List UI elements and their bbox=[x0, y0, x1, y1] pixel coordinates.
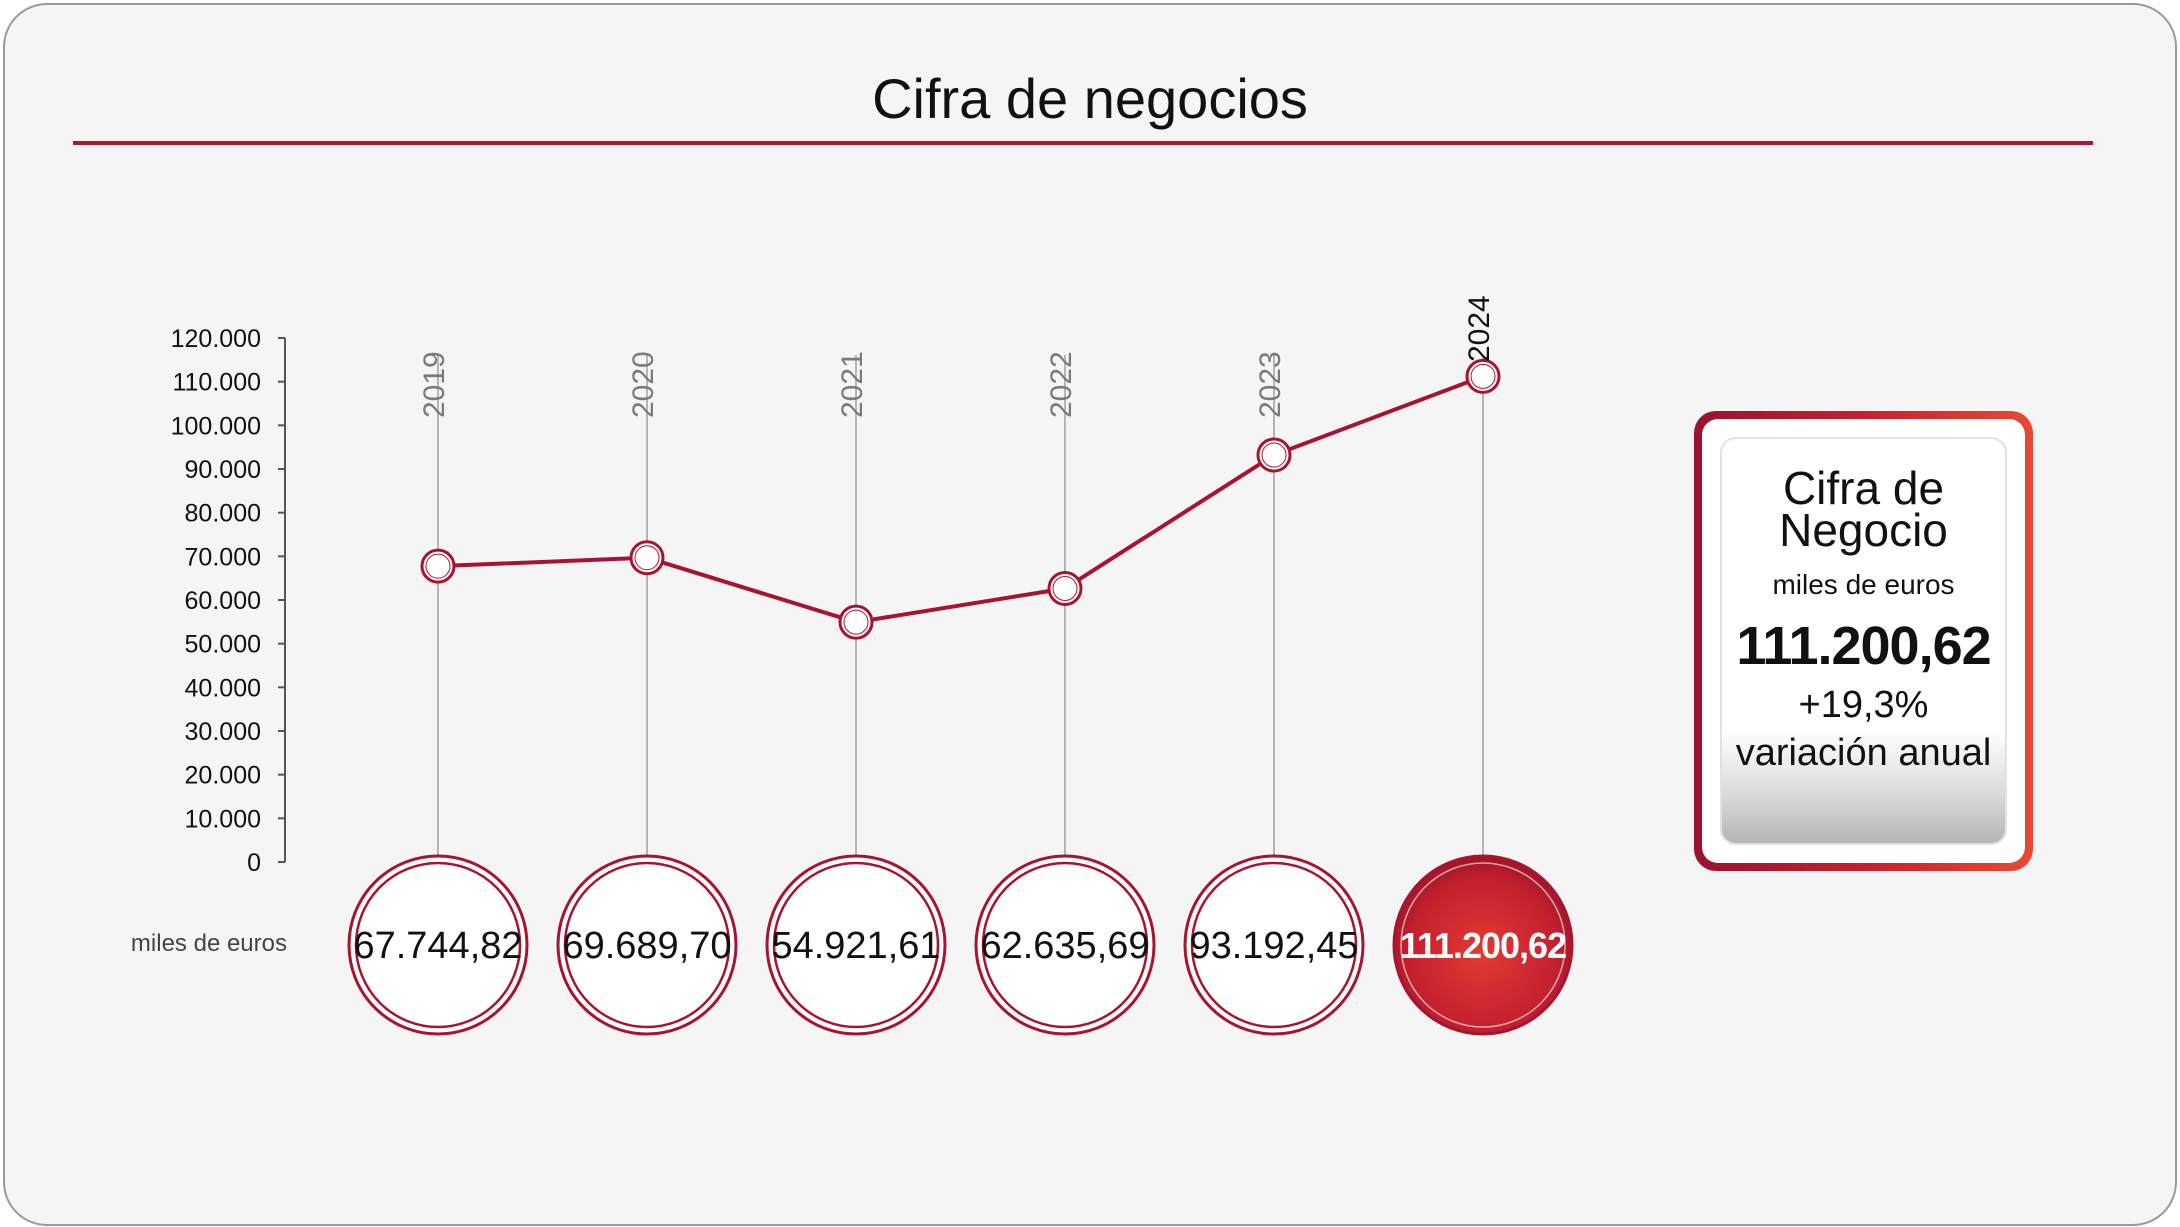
value-bubble-ring bbox=[981, 861, 1149, 1029]
y-tick-label: 10.000 bbox=[185, 805, 261, 833]
value-bubble bbox=[1183, 854, 1365, 1036]
x-category-label: 2020 bbox=[627, 351, 660, 418]
title-underline bbox=[73, 141, 2093, 145]
y-tick-label: 40.000 bbox=[185, 674, 261, 702]
y-tick-label: 30.000 bbox=[185, 718, 261, 746]
page-title: Cifra de negocios bbox=[872, 67, 1308, 130]
y-tick-label: 100.000 bbox=[171, 412, 261, 440]
data-value-label: 69.689,70 bbox=[562, 925, 731, 967]
data-value-label: 67.744,82 bbox=[353, 925, 522, 967]
data-point-marker-inner bbox=[843, 609, 869, 635]
kpi-variation-label: variación anual bbox=[1735, 732, 1992, 774]
value-bubble bbox=[974, 854, 1156, 1036]
y-tick-label: 90.000 bbox=[185, 456, 261, 484]
kpi-title-line2: Negocio bbox=[1779, 504, 1948, 556]
kpi-variation: +19,3% bbox=[1798, 684, 1929, 726]
x-category-label: 2021 bbox=[836, 351, 869, 418]
series-line bbox=[437, 374, 1484, 625]
x-category-label: 2022 bbox=[1045, 351, 1078, 418]
y-tick-label: 120.000 bbox=[171, 325, 261, 353]
value-bubble-ring bbox=[1190, 861, 1358, 1029]
value-bubble bbox=[347, 854, 529, 1036]
data-value-label: 93.192,45 bbox=[1189, 925, 1358, 967]
y-tick-label: 80.000 bbox=[185, 500, 261, 528]
unit-label: miles de euros bbox=[131, 930, 287, 957]
value-bubble bbox=[1392, 854, 1574, 1036]
y-tick-label: 110.000 bbox=[172, 369, 261, 397]
y-tick-label: 50.000 bbox=[185, 631, 261, 659]
data-point-marker-inner bbox=[425, 553, 451, 579]
data-point-marker-inner bbox=[1052, 575, 1078, 601]
y-tick-label: 70.000 bbox=[185, 543, 261, 571]
data-value-label: 111.200,62 bbox=[1400, 925, 1566, 966]
y-tick-label: 0 bbox=[247, 849, 261, 877]
value-bubble-ring bbox=[1400, 862, 1566, 1028]
x-category-label: 2024 bbox=[1463, 295, 1496, 362]
value-bubble bbox=[765, 854, 947, 1036]
value-bubble-ring bbox=[354, 861, 522, 1029]
y-tick-label: 20.000 bbox=[185, 762, 261, 790]
data-point-marker-inner bbox=[1261, 442, 1287, 468]
kpi-card: Cifra de Negocio miles de euros 111.200,… bbox=[1694, 411, 2033, 871]
data-point-marker-inner bbox=[634, 545, 660, 571]
value-bubble-ring bbox=[772, 861, 940, 1029]
value-bubble-ring bbox=[563, 861, 731, 1029]
data-value-label: 62.635,69 bbox=[980, 925, 1149, 967]
kpi-card-inner: Cifra de Negocio miles de euros 111.200,… bbox=[1720, 437, 2007, 845]
data-point-marker-inner bbox=[1470, 363, 1496, 389]
x-category-label: 2019 bbox=[418, 351, 451, 418]
kpi-title-line1: Cifra de bbox=[1782, 462, 1945, 514]
value-bubble bbox=[556, 854, 738, 1036]
x-category-label: 2023 bbox=[1254, 351, 1287, 418]
data-value-label: 54.921,61 bbox=[771, 925, 940, 967]
y-tick-label: 60.000 bbox=[185, 587, 261, 615]
kpi-unit: miles de euros bbox=[1772, 569, 1955, 600]
kpi-value: 111.200,62 bbox=[1736, 616, 1991, 676]
